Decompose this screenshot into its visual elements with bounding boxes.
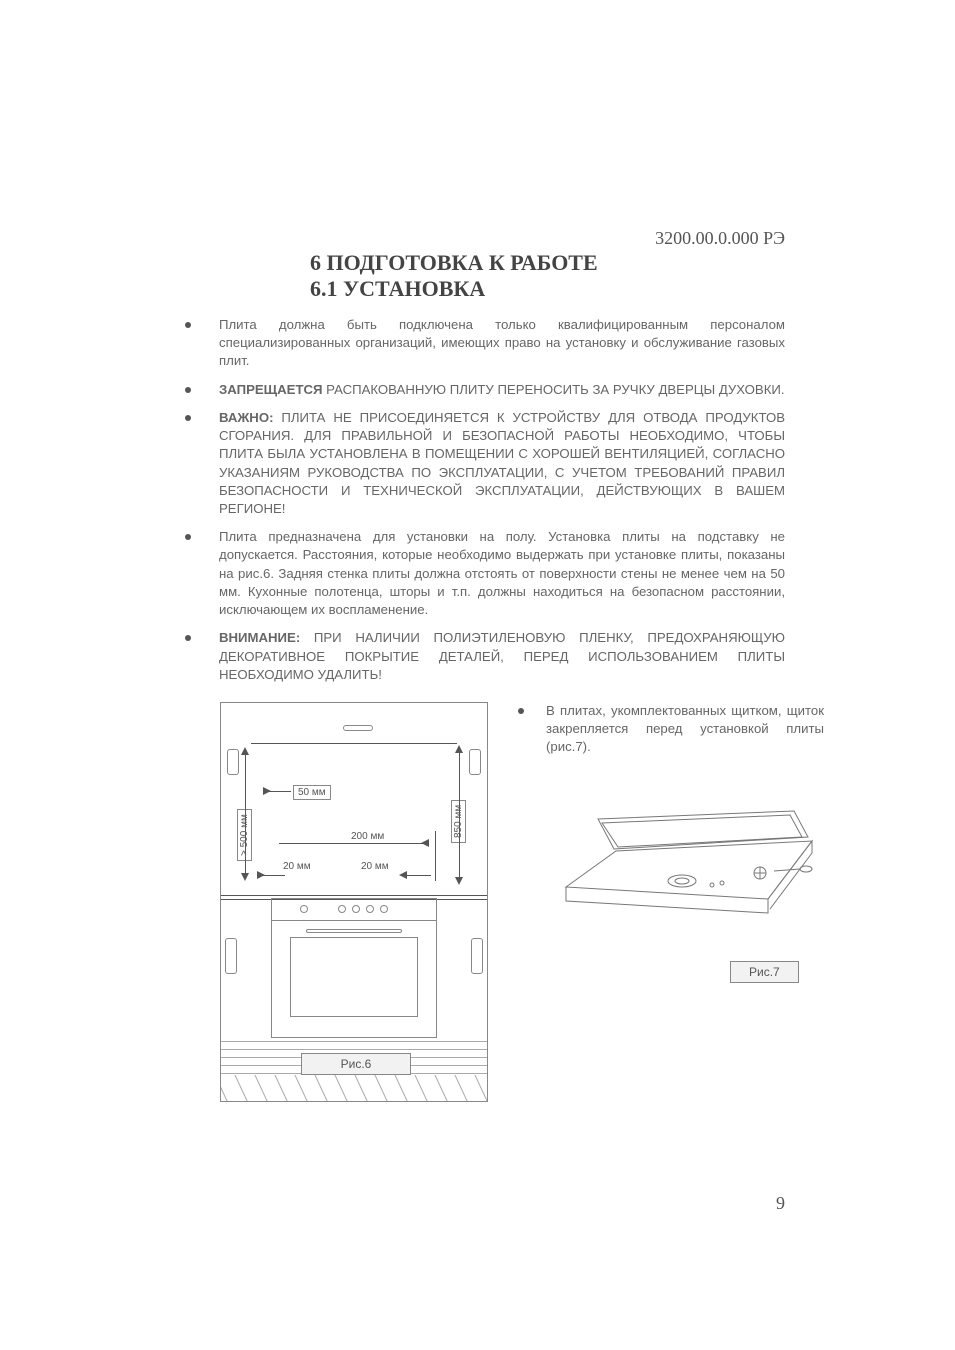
strong-label: ВАЖНО: <box>219 410 273 425</box>
bullet-icon <box>185 635 191 641</box>
arrow-head-icon <box>241 747 249 755</box>
cabinet-handle-left <box>227 749 239 775</box>
bullet-icon <box>185 387 191 393</box>
arrow-head-icon <box>455 877 463 885</box>
figure-7 <box>564 801 824 951</box>
hood-handle <box>343 725 373 731</box>
section-heading: 6 ПОДГОТОВКА К РАБОТЕ <box>310 250 875 276</box>
stove-control-panel <box>272 899 436 921</box>
list-item: ВНИМАНИЕ: ПРИ НАЛИЧИИ ПОЛИЭТИЛЕНОВУЮ ПЛЕ… <box>185 629 785 684</box>
arrow-head-icon <box>455 745 463 753</box>
right-column: В плитах, укомплектованных щитком, щиток… <box>518 702 824 1102</box>
bullet-text: ВАЖНО: ПЛИТА НЕ ПРИСОЕДИНЯЕТСЯ К УСТРОЙС… <box>219 409 785 518</box>
list-item: В плитах, укомплектованных щитком, щиток… <box>518 702 824 757</box>
dim-20a-label: 20 мм <box>283 861 311 872</box>
oven-door <box>290 937 418 1017</box>
figure-7-caption: Рис.7 <box>730 961 799 983</box>
list-item: Плита должна быть подключена только квал… <box>185 316 785 371</box>
list-item: Плита предназначена для установки на пол… <box>185 528 785 619</box>
knob-icon <box>338 905 346 913</box>
bullet-rest: ПРИ НАЛИЧИИ ПОЛИЭТИЛЕНОВУЮ ПЛЕНКУ, ПРЕДО… <box>219 630 785 681</box>
arrow-head-icon <box>399 871 407 879</box>
lower-handle-right <box>471 938 483 974</box>
dim-200-label: 200 мм <box>351 831 384 842</box>
figure-6-wrap: > 500 мм 850 мм 50 мм 200 мм <box>220 702 488 1102</box>
bullet-text: ВНИМАНИЕ: ПРИ НАЛИЧИИ ПОЛИЭТИЛЕНОВУЮ ПЛЕ… <box>219 629 785 684</box>
list-item: ЗАПРЕЩАЕТСЯ РАСПАКОВАННУЮ ПЛИТУ ПЕРЕНОСИ… <box>185 381 785 399</box>
knob-icon <box>300 905 308 913</box>
manual-page: 3200.00.0.000 РЭ 6 ПОДГОТОВКА К РАБОТЕ 6… <box>0 0 955 1350</box>
dim-arrow <box>459 749 460 881</box>
bullet-icon <box>185 534 191 540</box>
strong-label: ЗАПРЕЩАЕТСЯ <box>219 382 323 397</box>
bullet-rest: РАСПАКОВАННУЮ ПЛИТУ ПЕРЕНОСИТЬ ЗА РУЧКУ … <box>323 382 785 397</box>
arrow-head-icon <box>241 873 249 881</box>
bullet-rest: ПЛИТА НЕ ПРИСОЕДИНЯЕТСЯ К УСТРОЙСТВУ ДЛЯ… <box>219 410 785 516</box>
knob-icon <box>380 905 388 913</box>
figure-6: > 500 мм 850 мм 50 мм 200 мм <box>220 702 488 1102</box>
figure-6-caption: Рис.6 <box>301 1053 411 1075</box>
floor-hatch <box>221 1075 487 1101</box>
dim-guide <box>251 743 457 744</box>
bullet-text: В плитах, укомплектованных щитком, щиток… <box>546 702 824 757</box>
dim-arrow <box>245 751 246 877</box>
bullet-text: Плита предназначена для установки на пол… <box>219 528 785 619</box>
knob-icon <box>352 905 360 913</box>
knob-icon <box>366 905 374 913</box>
two-column-area: > 500 мм 850 мм 50 мм 200 мм <box>220 702 785 1102</box>
arrow-head-icon <box>421 839 429 847</box>
dim-guide <box>435 831 436 881</box>
dim-guide <box>407 875 431 876</box>
dim-guide <box>269 791 291 792</box>
bullet-icon <box>185 415 191 421</box>
bullet-list: Плита должна быть подключена только квал… <box>185 316 785 684</box>
countertop-line <box>221 895 487 896</box>
subsection-heading: 6.1 УСТАНОВКА <box>310 276 875 302</box>
oven-handle <box>306 929 402 933</box>
stove-outline <box>271 898 437 1038</box>
bullet-text: ЗАПРЕЩАЕТСЯ РАСПАКОВАННУЮ ПЛИТУ ПЕРЕНОСИ… <box>219 381 785 399</box>
strong-label: ВНИМАНИЕ: <box>219 630 300 645</box>
lower-handle-left <box>225 938 237 974</box>
document-number: 3200.00.0.000 РЭ <box>655 228 785 249</box>
page-number: 9 <box>776 1193 785 1214</box>
dim-20b-label: 20 мм <box>361 861 389 872</box>
figure-7-wrap: Рис.7 <box>564 801 824 983</box>
heading-block: 6 ПОДГОТОВКА К РАБОТЕ 6.1 УСТАНОВКА <box>310 250 875 302</box>
bullet-icon <box>185 322 191 328</box>
bullet-icon <box>518 708 524 714</box>
bullet-text: Плита должна быть подключена только квал… <box>219 316 785 371</box>
list-item: ВАЖНО: ПЛИТА НЕ ПРИСОЕДИНЯЕТСЯ К УСТРОЙС… <box>185 409 785 518</box>
arrow-head-icon <box>263 787 271 795</box>
cabinet-handle-right <box>469 749 481 775</box>
dim-guide <box>279 843 429 844</box>
dim-50-label: 50 мм <box>293 785 331 800</box>
arrow-head-icon <box>257 871 265 879</box>
